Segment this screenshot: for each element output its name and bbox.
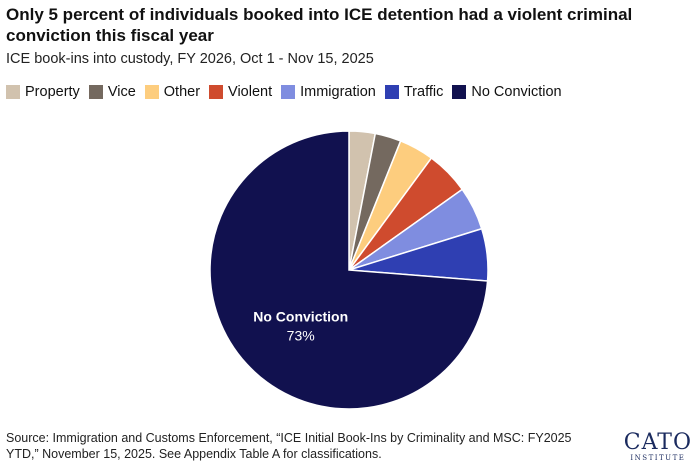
legend-swatch-violent xyxy=(209,85,224,99)
legend-item-no-conviction: No Conviction xyxy=(452,84,562,100)
legend-swatch-immigration xyxy=(281,85,296,99)
legend-item-other: Other xyxy=(144,84,201,100)
legend: Property Vice Other Violent Immigration Traff… xyxy=(6,84,571,100)
legend-swatch-no-conviction xyxy=(452,85,467,99)
cato-institute-logo: CATO INSTITUTE xyxy=(624,432,692,463)
chart-subtitle: ICE book-ins into custody, FY 2026, Oct … xyxy=(6,51,374,67)
legend-label: Immigration xyxy=(300,84,376,100)
legend-label: Property xyxy=(25,84,80,100)
legend-swatch-property xyxy=(6,85,20,99)
pie-slice-no-conviction xyxy=(209,130,489,410)
legend-item-traffic: Traffic xyxy=(384,84,444,100)
legend-item-immigration: Immigration xyxy=(281,84,376,100)
logo-sub-text: INSTITUTE xyxy=(630,454,686,462)
legend-swatch-vice xyxy=(88,85,103,99)
legend-item-property: Property xyxy=(6,84,80,100)
logo-main-text: CATO xyxy=(623,430,692,455)
pie-data-labels: No Conviction 73% xyxy=(253,309,348,344)
legend-label: No Conviction xyxy=(471,84,562,100)
legend-swatch-other xyxy=(144,85,159,99)
legend-label: Other xyxy=(163,84,201,100)
data-label-name: No Conviction xyxy=(253,309,348,325)
pie-slices xyxy=(209,130,489,410)
source-note: Source: Immigration and Customs Enforcem… xyxy=(6,431,572,461)
chart-title: Only 5 percent of individuals booked int… xyxy=(6,5,633,45)
legend-item-violent: Violent xyxy=(209,84,272,100)
data-label-value: 73% xyxy=(287,328,315,344)
legend-label: Traffic xyxy=(403,84,444,100)
legend-label: Vice xyxy=(107,84,136,100)
legend-swatch-traffic xyxy=(384,85,399,99)
legend-label: Violent xyxy=(228,84,273,100)
legend-item-vice: Vice xyxy=(88,84,136,100)
